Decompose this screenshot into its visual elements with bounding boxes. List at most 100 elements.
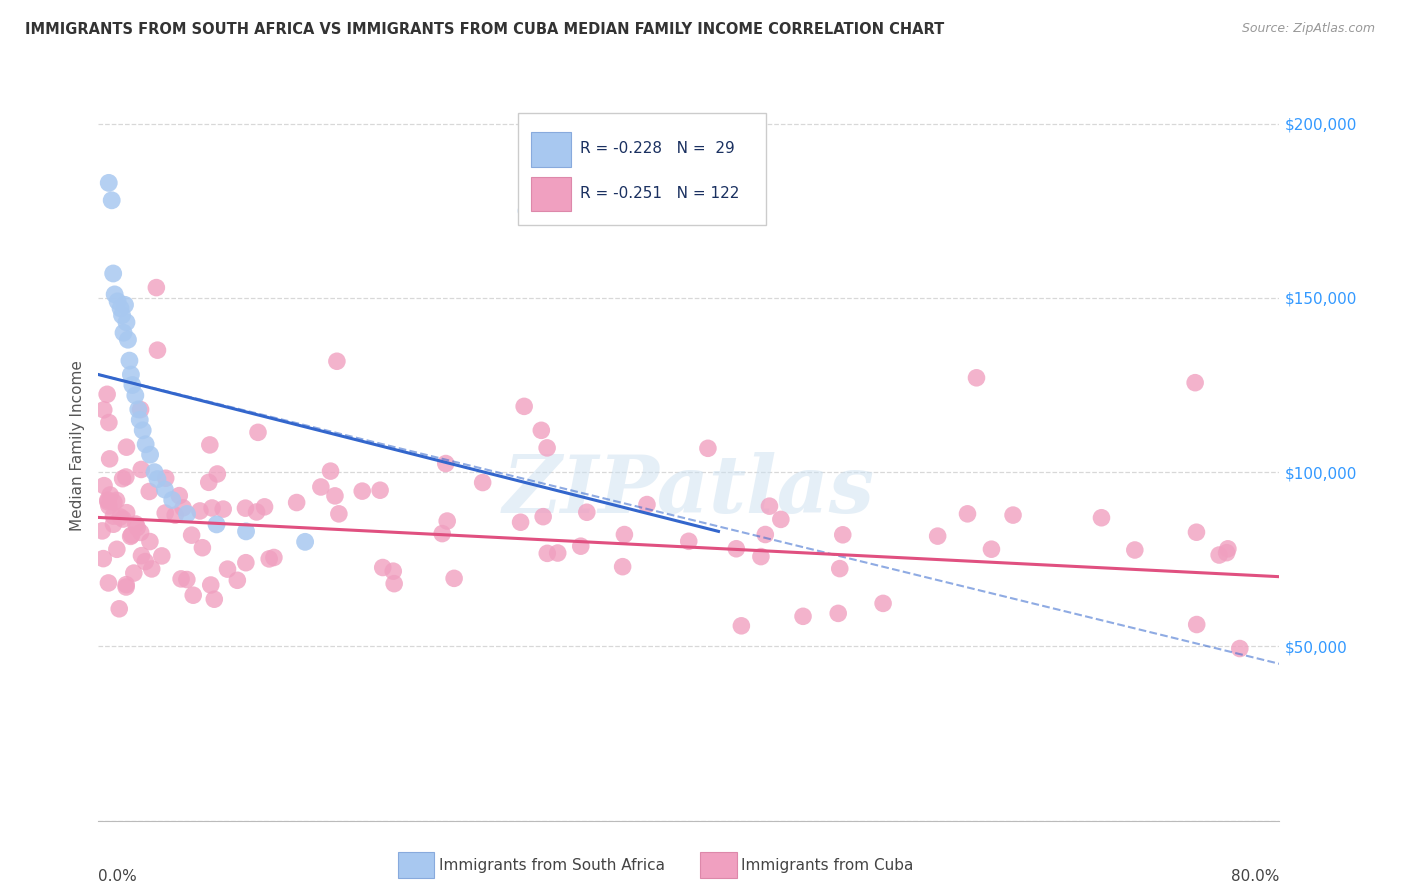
Point (1184, 376, 1206, 390)
Text: R = -0.251   N = 122: R = -0.251 N = 122 (581, 186, 740, 201)
Point (443, 571, 465, 585)
Point (319, 464, 342, 478)
Point (1215, 546, 1237, 560)
Point (1216, 541, 1239, 556)
Point (115, 577, 138, 591)
Point (382, 576, 405, 591)
Text: Source: ZipAtlas.com: Source: ZipAtlas.com (1241, 22, 1375, 36)
Point (226, 574, 249, 588)
Point (536, 441, 558, 455)
Point (191, 541, 214, 555)
Point (309, 480, 332, 494)
Point (100, 194, 122, 208)
FancyBboxPatch shape (517, 112, 766, 225)
Point (104, 287, 127, 301)
Point (98, 451, 121, 466)
Point (235, 556, 257, 570)
Point (769, 512, 792, 526)
Point (382, 564, 405, 578)
Point (263, 550, 285, 565)
Point (792, 609, 814, 624)
Point (120, 529, 142, 543)
Point (612, 559, 634, 574)
Point (107, 294, 129, 309)
Point (257, 552, 280, 566)
Point (103, 267, 125, 281)
Point (105, 493, 128, 508)
Point (547, 546, 569, 560)
Point (636, 498, 658, 512)
Text: Immigrants from Cuba: Immigrants from Cuba (741, 858, 914, 872)
Point (872, 596, 894, 610)
Point (97, 576, 120, 591)
Point (129, 402, 152, 417)
Point (569, 539, 592, 553)
Point (115, 315, 138, 329)
Point (93, 402, 115, 417)
Point (725, 541, 748, 556)
Point (153, 506, 176, 520)
Point (115, 506, 138, 520)
Point (198, 438, 221, 452)
Point (110, 510, 132, 524)
Point (323, 489, 346, 503)
Point (980, 542, 1002, 557)
Point (536, 546, 558, 560)
Point (1208, 548, 1230, 562)
Point (434, 457, 457, 471)
Point (927, 529, 949, 543)
Point (91, 524, 114, 538)
Point (115, 470, 138, 484)
Text: ZIPatlas: ZIPatlas (503, 452, 875, 530)
Point (97, 176, 120, 190)
Point (328, 507, 350, 521)
Point (235, 524, 257, 539)
Point (1185, 525, 1208, 540)
Point (103, 509, 125, 524)
Point (956, 507, 979, 521)
Point (1229, 641, 1251, 656)
Point (217, 562, 239, 576)
Point (749, 549, 772, 564)
Point (245, 505, 267, 519)
Point (253, 500, 276, 514)
Point (831, 528, 853, 542)
Point (754, 527, 776, 541)
Point (197, 475, 219, 490)
Point (188, 504, 211, 518)
Point (730, 619, 752, 633)
Point (1002, 508, 1025, 522)
Point (145, 280, 167, 294)
Point (828, 561, 851, 575)
Point (132, 423, 155, 437)
Text: Immigrants from South Africa: Immigrants from South Africa (439, 858, 665, 872)
Text: IMMIGRANTS FROM SOUTH AFRICA VS IMMIGRANTS FROM CUBA MEDIAN FAMILY INCOME CORREL: IMMIGRANTS FROM SOUTH AFRICA VS IMMIGRAN… (25, 22, 945, 37)
Point (153, 483, 176, 497)
Point (155, 471, 177, 485)
Point (202, 592, 225, 607)
Point (1123, 543, 1146, 558)
Point (436, 514, 458, 528)
Point (146, 472, 169, 486)
Point (176, 507, 198, 521)
Point (697, 442, 720, 456)
Point (105, 542, 128, 557)
Text: 80.0%: 80.0% (1232, 870, 1279, 884)
Point (129, 525, 152, 540)
Text: R = -0.228   N =  29: R = -0.228 N = 29 (581, 141, 735, 156)
Point (326, 354, 349, 368)
FancyBboxPatch shape (530, 177, 571, 211)
Point (135, 437, 157, 451)
Text: 0.0%: 0.0% (98, 870, 138, 884)
Point (128, 413, 150, 427)
Point (207, 467, 229, 481)
Y-axis label: Median Family Income: Median Family Income (70, 360, 86, 532)
Point (121, 528, 143, 542)
Point (294, 534, 316, 549)
Point (112, 326, 135, 340)
Point (352, 484, 374, 499)
Point (129, 462, 152, 476)
Point (120, 368, 142, 382)
Point (108, 602, 131, 616)
Point (235, 501, 257, 516)
